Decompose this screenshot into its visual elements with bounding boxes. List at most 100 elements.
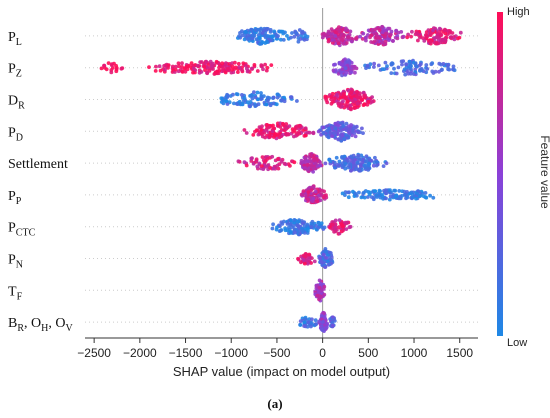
shap-point	[275, 95, 280, 100]
shap-point	[292, 160, 297, 165]
shap-point	[158, 68, 163, 73]
shap-point	[249, 156, 254, 161]
feature-label: Settlement	[8, 157, 68, 172]
shap-point	[330, 100, 335, 104]
shap-point	[408, 65, 412, 69]
shap-point	[296, 256, 300, 261]
shap-point	[384, 31, 388, 36]
shap-point	[357, 167, 362, 172]
shap-point	[306, 159, 310, 164]
shap-point	[401, 34, 406, 39]
shap-point	[278, 125, 283, 129]
shap-point	[344, 126, 349, 131]
shap-point	[240, 101, 245, 106]
shap-point	[316, 129, 321, 134]
shap-point	[354, 167, 358, 172]
shap-point	[351, 126, 356, 131]
shap-point	[263, 159, 268, 163]
shap-point	[397, 189, 402, 193]
shap-point	[205, 71, 210, 76]
shap-point	[436, 35, 440, 40]
shap-point	[242, 96, 247, 100]
shap-point	[309, 225, 314, 230]
shap-point	[272, 29, 277, 34]
shap-point	[220, 61, 225, 66]
beeswarm-points	[99, 24, 463, 333]
shap-point	[266, 98, 270, 103]
shap-point	[295, 230, 300, 235]
shap-point	[346, 124, 351, 129]
shap-point	[230, 67, 235, 72]
shap-point	[270, 154, 275, 159]
shap-point	[330, 41, 335, 45]
shap-point	[279, 37, 283, 42]
shap-point	[449, 35, 454, 39]
shap-point	[422, 39, 427, 43]
shap-point	[260, 40, 265, 45]
shap-point	[309, 188, 314, 192]
shap-point	[394, 194, 399, 199]
shap-point	[224, 99, 229, 103]
shap-point	[302, 166, 307, 170]
shap-point	[314, 195, 319, 200]
shap-point	[314, 322, 319, 326]
shap-point	[271, 34, 276, 39]
shap-point	[344, 227, 349, 232]
shap-point	[180, 70, 185, 74]
shap-point	[321, 252, 326, 257]
shap-point	[442, 28, 447, 33]
shap-point	[346, 58, 351, 63]
shap-point	[343, 103, 348, 107]
shap-point	[306, 163, 310, 167]
shap-point	[303, 133, 308, 138]
shap-point	[353, 191, 358, 196]
shap-point	[344, 71, 349, 75]
shap-point	[322, 315, 327, 320]
shap-point	[353, 70, 357, 75]
shap-point	[162, 64, 167, 68]
shap-point	[195, 63, 200, 68]
shap-point	[294, 31, 299, 36]
shap-point	[271, 135, 276, 139]
shap-point	[406, 71, 411, 76]
shap-point	[339, 37, 344, 42]
shap-point	[287, 124, 292, 128]
shap-point	[247, 36, 251, 41]
shap-point	[340, 191, 345, 196]
shap-point	[383, 60, 388, 65]
shap-point	[281, 38, 286, 42]
shap-point	[254, 128, 259, 133]
shap-point	[264, 68, 269, 73]
shap-point	[299, 158, 304, 163]
shap-point	[330, 320, 335, 325]
shap-point	[396, 65, 401, 70]
shap-point	[241, 61, 246, 66]
shap-point	[366, 99, 371, 104]
shap-point	[262, 94, 266, 98]
shap-point	[410, 195, 415, 200]
shap-point	[102, 63, 106, 68]
shap-point	[371, 40, 375, 45]
shap-point	[380, 67, 385, 72]
shap-point	[157, 64, 162, 69]
shap-point	[247, 104, 252, 109]
shap-point	[292, 34, 297, 39]
shap-point	[279, 159, 284, 164]
shap-point	[271, 101, 276, 106]
x-tick-label: −500	[263, 346, 290, 360]
shap-point	[362, 195, 367, 200]
shap-point	[255, 69, 260, 73]
shap-point	[338, 126, 343, 130]
shap-point	[309, 321, 314, 325]
shap-point	[310, 222, 315, 226]
shap-point	[296, 36, 301, 40]
shap-point	[341, 124, 346, 128]
shap-point	[278, 228, 283, 233]
shap-point	[302, 224, 307, 228]
shap-point	[293, 125, 298, 130]
shap-point	[274, 227, 279, 232]
shap-point	[362, 190, 366, 195]
feature-label: TF	[8, 284, 23, 302]
shap-point	[451, 67, 456, 72]
shap-point	[240, 93, 244, 97]
